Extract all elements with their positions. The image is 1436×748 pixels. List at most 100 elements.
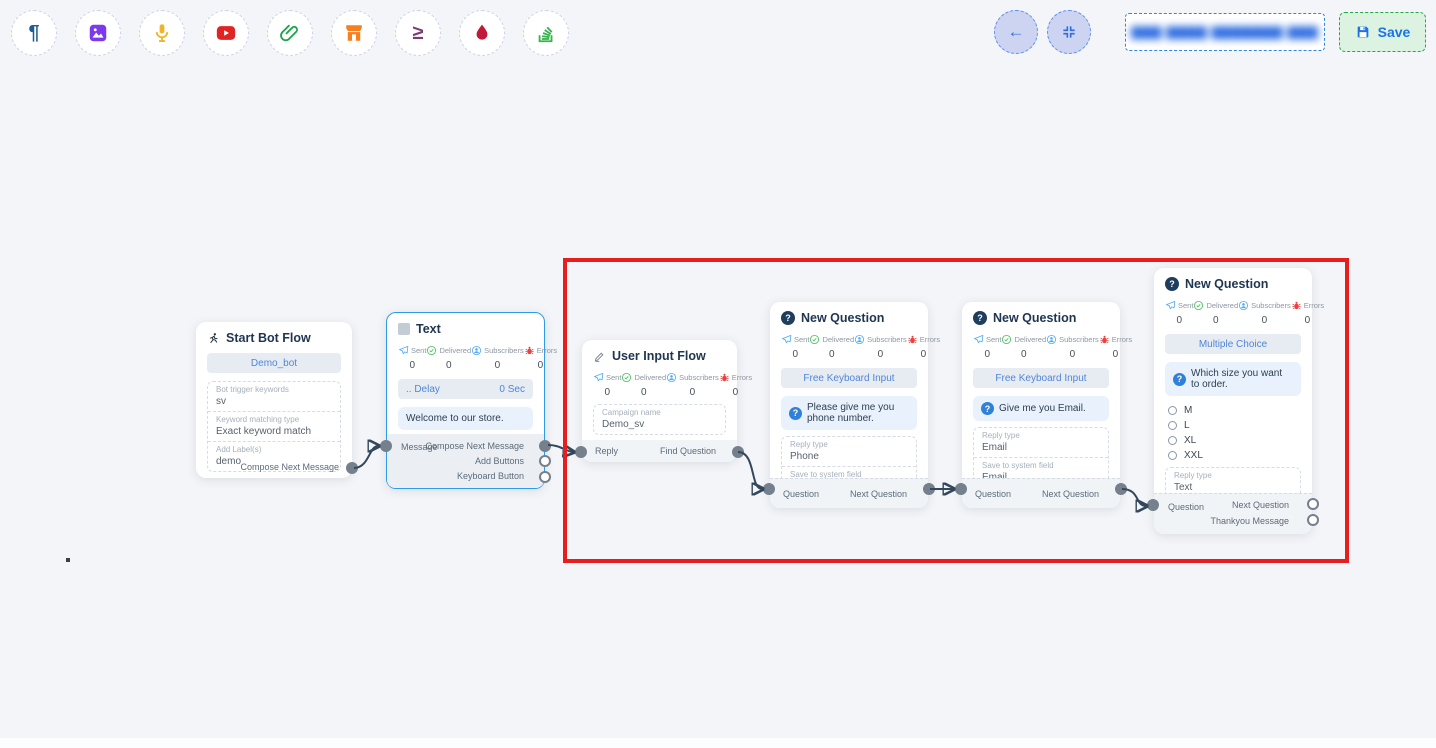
radio-icon[interactable] xyxy=(1168,451,1177,460)
out-label-thankyou-message: Thankyou Message xyxy=(1210,516,1289,526)
node-question-size[interactable]: ? New Question Sent 0 Delivered 0 Subscribe… xyxy=(1147,268,1324,534)
out-label-find-question: Find Question xyxy=(659,446,716,456)
errors-icon xyxy=(1099,334,1110,345)
node-user-input-flow[interactable]: User Input Flow Sent 0 Delivered 0 Subscri… xyxy=(575,340,752,462)
flow-name-value: ▇▇▇ ▇▇▇▇ ▇▇▇▇▇▇▇ ▇▇▇ xyxy=(1131,25,1319,39)
text-node-footer: Message Compose Next Message Add Buttons… xyxy=(387,434,544,488)
stat-value-subscribers: 0 xyxy=(494,360,501,371)
run-icon xyxy=(207,332,220,345)
drip-component-button[interactable] xyxy=(459,10,505,56)
question-icon: ? xyxy=(1165,277,1179,291)
ecommerce-component-button[interactable] xyxy=(331,10,377,56)
stat-label-sent: Sent xyxy=(606,373,622,382)
bot-name-button[interactable]: Demo_bot xyxy=(207,353,341,373)
radio-icon[interactable] xyxy=(1168,406,1177,415)
delay-setting[interactable]: .. Delay 0 Sec xyxy=(398,379,533,399)
out-label-keyboard-button: Keyboard Button xyxy=(456,470,524,481)
field-label: Bot trigger keywords xyxy=(216,385,289,394)
message-preview[interactable]: Welcome to our store. xyxy=(398,407,533,430)
node-question-phone[interactable]: ? New Question Sent 0 Delivered 0 Subscribe… xyxy=(763,302,940,508)
out-label-compose-next-message: Compose Next Message xyxy=(240,462,339,472)
stat-label-delivered: Delivered xyxy=(439,346,472,355)
stat-label-sent: Sent xyxy=(986,335,1002,344)
stat-value-subscribers: 0 xyxy=(689,387,696,398)
stat-label-subscribers: Subscribers xyxy=(679,373,719,382)
question-preview[interactable]: ? Which size you want to order. xyxy=(1165,362,1301,396)
connector-in-message[interactable] xyxy=(380,440,392,452)
gte-icon: ≥ xyxy=(412,22,424,44)
condition-component-button[interactable]: ≥ xyxy=(395,10,441,56)
connector-in-question[interactable] xyxy=(1147,499,1159,511)
stat-label-errors: Errors xyxy=(1111,335,1133,344)
field-reply-type: Reply type Text xyxy=(1166,468,1300,497)
connector-out-next-question[interactable] xyxy=(923,483,935,495)
connector-in-reply[interactable] xyxy=(575,446,587,458)
stats-row: Sent 0 Delivered 0 Subscribers 0 Errors 0 xyxy=(1165,300,1324,326)
sent-icon xyxy=(1165,300,1176,311)
back-button[interactable]: ← xyxy=(994,10,1038,54)
question-icon: ? xyxy=(781,311,795,325)
subscribers-icon xyxy=(471,345,482,356)
save-button[interactable]: Save xyxy=(1339,12,1426,52)
connector-in-question[interactable] xyxy=(763,483,775,495)
option-xxl: XXL xyxy=(1168,449,1301,462)
question-preview[interactable]: ? Give me you Email. xyxy=(973,396,1109,421)
audio-component-button[interactable] xyxy=(139,10,185,56)
field-reply-type: Reply type Email xyxy=(974,428,1108,457)
connector-in-question[interactable] xyxy=(955,483,967,495)
errors-icon xyxy=(907,334,918,345)
stat-value-sent: 0 xyxy=(604,387,610,398)
field-label: Save to system field xyxy=(982,461,1054,470)
wire-userinput-to-q1 xyxy=(737,451,762,489)
stat-value-errors: 0 xyxy=(1112,349,1119,360)
question-type-button[interactable]: Free Keyboard Input xyxy=(973,368,1109,388)
connector-out-add-buttons[interactable] xyxy=(539,455,551,467)
connector-out-find-question[interactable] xyxy=(732,446,744,458)
bottom-strip xyxy=(0,738,1436,748)
connector-out-next-question[interactable] xyxy=(1307,498,1319,510)
file-component-button[interactable] xyxy=(267,10,313,56)
campaign-fields: Campaign name Demo_sv xyxy=(593,404,726,435)
radio-icon[interactable] xyxy=(1168,436,1177,445)
field-value: Phone xyxy=(790,451,819,462)
field-label: Add Label(s) xyxy=(216,445,262,454)
component-toolbar: ¶ ≥ xyxy=(11,10,569,56)
stat-label-sent: Sent xyxy=(411,346,427,355)
field-label: Keyword matching type xyxy=(216,415,300,424)
errors-icon xyxy=(719,372,730,383)
sequence-component-button[interactable] xyxy=(523,10,569,56)
stat-value-subscribers: 0 xyxy=(877,349,884,360)
flow-name-input[interactable]: ▇▇▇ ▇▇▇▇ ▇▇▇▇▇▇▇ ▇▇▇ xyxy=(1125,13,1325,51)
option-xl: XL xyxy=(1168,434,1301,447)
sent-icon xyxy=(973,334,984,345)
stats-row: Sent 0 Delivered 0 Subscribers 0 Errors 0 xyxy=(398,345,557,371)
connector-out-next-question[interactable] xyxy=(1115,483,1127,495)
text-component-button[interactable]: ¶ xyxy=(11,10,57,56)
connector-out-compose-next-message[interactable] xyxy=(539,440,551,452)
radio-icon[interactable] xyxy=(1168,421,1177,430)
question-text: Please give me you phone number. xyxy=(807,402,895,424)
fit-view-button[interactable] xyxy=(1047,10,1091,54)
wire-text-to-userinput xyxy=(547,444,573,452)
option-m: M xyxy=(1168,404,1301,417)
stat-label-subscribers: Subscribers xyxy=(484,346,524,355)
question-type-button[interactable]: Multiple Choice xyxy=(1165,334,1301,354)
field-matching-type: Keyword matching type Exact keyword match xyxy=(208,411,340,441)
node-question-email[interactable]: ? New Question Sent 0 Delivered 0 Subscribe… xyxy=(955,302,1132,508)
image-component-button[interactable] xyxy=(75,10,121,56)
question-preview[interactable]: ? Please give me you phone number. xyxy=(781,396,917,430)
video-component-button[interactable] xyxy=(203,10,249,56)
question-bubble-icon: ? xyxy=(1173,372,1186,386)
paragraph-icon: ¶ xyxy=(28,22,40,44)
out-label-next-question: Next Question xyxy=(849,488,907,499)
node-start-bot-flow[interactable]: Start Bot Flow Demo_bot Bot trigger keyw… xyxy=(196,322,358,478)
save-label: Save xyxy=(1377,24,1411,40)
node-text[interactable]: Text Sent 0 Delivered 0 Subscribers 0 Error… xyxy=(380,312,557,489)
connector-out-keyboard-button[interactable] xyxy=(539,471,551,483)
option-l: L xyxy=(1168,419,1301,432)
connector-out-compose-next-message[interactable] xyxy=(346,462,358,474)
stat-label-sent: Sent xyxy=(1178,301,1194,310)
question-type-button[interactable]: Free Keyboard Input xyxy=(781,368,917,388)
stat-value-delivered: 0 xyxy=(641,387,647,398)
connector-out-thankyou-message[interactable] xyxy=(1307,514,1319,526)
